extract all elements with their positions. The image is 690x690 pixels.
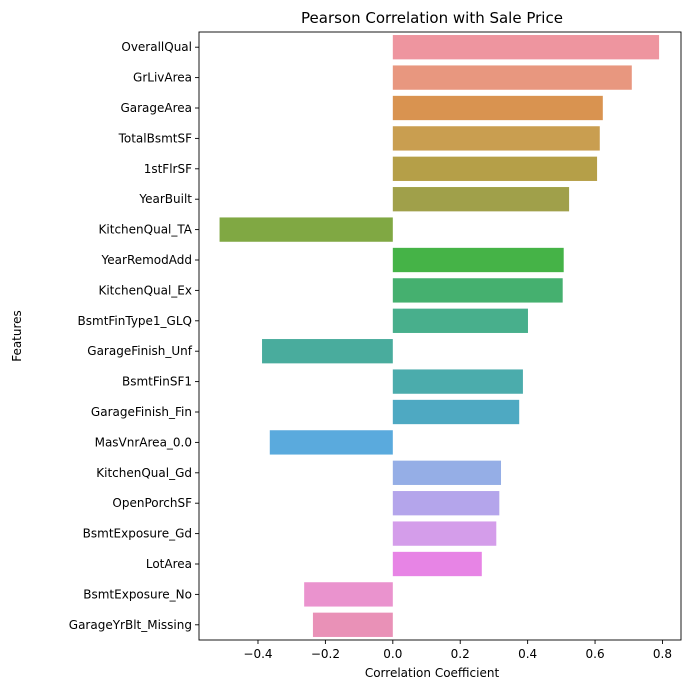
bar-bsmtfintype1-glq — [392, 308, 528, 333]
bar-kitchenqual-ex — [392, 278, 563, 303]
y-tick-label: LotArea — [146, 557, 192, 571]
y-tick-label: YearRemodAdd — [101, 253, 192, 267]
y-tick-label: BsmtExposure_No — [83, 587, 192, 601]
x-tick-label: 0.2 — [451, 647, 470, 661]
bar-garageyrblt-missing — [312, 612, 393, 637]
bar-openporchsf — [392, 491, 500, 516]
y-tick-label: MasVnrArea_0.0 — [95, 435, 192, 449]
x-tick-label: −0.4 — [243, 647, 272, 661]
y-tick-label: GrLivArea — [133, 71, 192, 85]
bar-1stflrsf — [392, 156, 598, 181]
bar-garagearea — [392, 95, 603, 121]
y-tick-label: BsmtFinType1_GLQ — [78, 314, 192, 328]
y-tick-label: GarageFinish_Unf — [87, 344, 192, 358]
bar-masvnrarea-0-0 — [269, 430, 393, 455]
x-tick-label: 0.0 — [383, 647, 402, 661]
y-tick-label: BsmtFinSF1 — [122, 375, 192, 389]
y-tick-label: TotalBsmtSF — [118, 131, 193, 145]
y-tick-label: BsmtExposure_Gd — [83, 527, 192, 541]
bar-overallqual — [392, 35, 660, 60]
bar-kitchenqual-ta — [219, 217, 393, 242]
y-tick-label: GarageYrBlt_Missing — [69, 618, 192, 632]
y-tick-label: GarageArea — [120, 101, 192, 115]
chart-title: Pearson Correlation with Sale Price — [301, 9, 563, 27]
bar-bsmtfinsf1 — [392, 369, 523, 394]
y-tick-label: OpenPorchSF — [112, 496, 192, 510]
bar-totalbsmtsf — [392, 126, 600, 151]
bar-garagefinish-unf — [262, 339, 393, 364]
y-tick-label: YearBuilt — [138, 192, 192, 206]
y-tick-label: KitchenQual_TA — [99, 223, 193, 237]
y-tick-label: 1stFlrSF — [144, 162, 192, 176]
y-tick-label: KitchenQual_Gd — [96, 466, 192, 480]
x-axis-label: Correlation Coefficient — [365, 666, 500, 680]
bar-bsmtexposure-gd — [392, 521, 497, 546]
x-tick-label: 0.4 — [518, 647, 537, 661]
bars-group — [219, 35, 660, 637]
y-tick-label: KitchenQual_Ex — [98, 283, 192, 297]
plot-frame — [198, 31, 682, 641]
y-axis-label: Features — [10, 310, 24, 362]
x-axis-ticks: −0.4 −0.2 0.0 0.2 0.4 0.6 0.8 — [243, 640, 672, 661]
y-tick-label: GarageFinish_Fin — [91, 405, 192, 419]
bar-yearremodadd — [392, 247, 564, 273]
bar-bsmtexposure-no — [304, 582, 393, 607]
bar-grlivarea — [392, 65, 632, 90]
bar-garagefinish-fin — [392, 399, 520, 425]
bar-lotarea — [392, 551, 482, 577]
y-tick-label: OverallQual — [121, 40, 192, 54]
bar-yearbuilt — [392, 187, 570, 212]
x-tick-label: 0.8 — [653, 647, 672, 661]
y-axis-ticks: OverallQual GrLivArea GarageArea TotalBsmtS… — [69, 40, 199, 632]
x-tick-label: −0.2 — [311, 647, 340, 661]
x-tick-label: 0.6 — [586, 647, 605, 661]
bar-kitchenqual-gd — [392, 460, 502, 485]
